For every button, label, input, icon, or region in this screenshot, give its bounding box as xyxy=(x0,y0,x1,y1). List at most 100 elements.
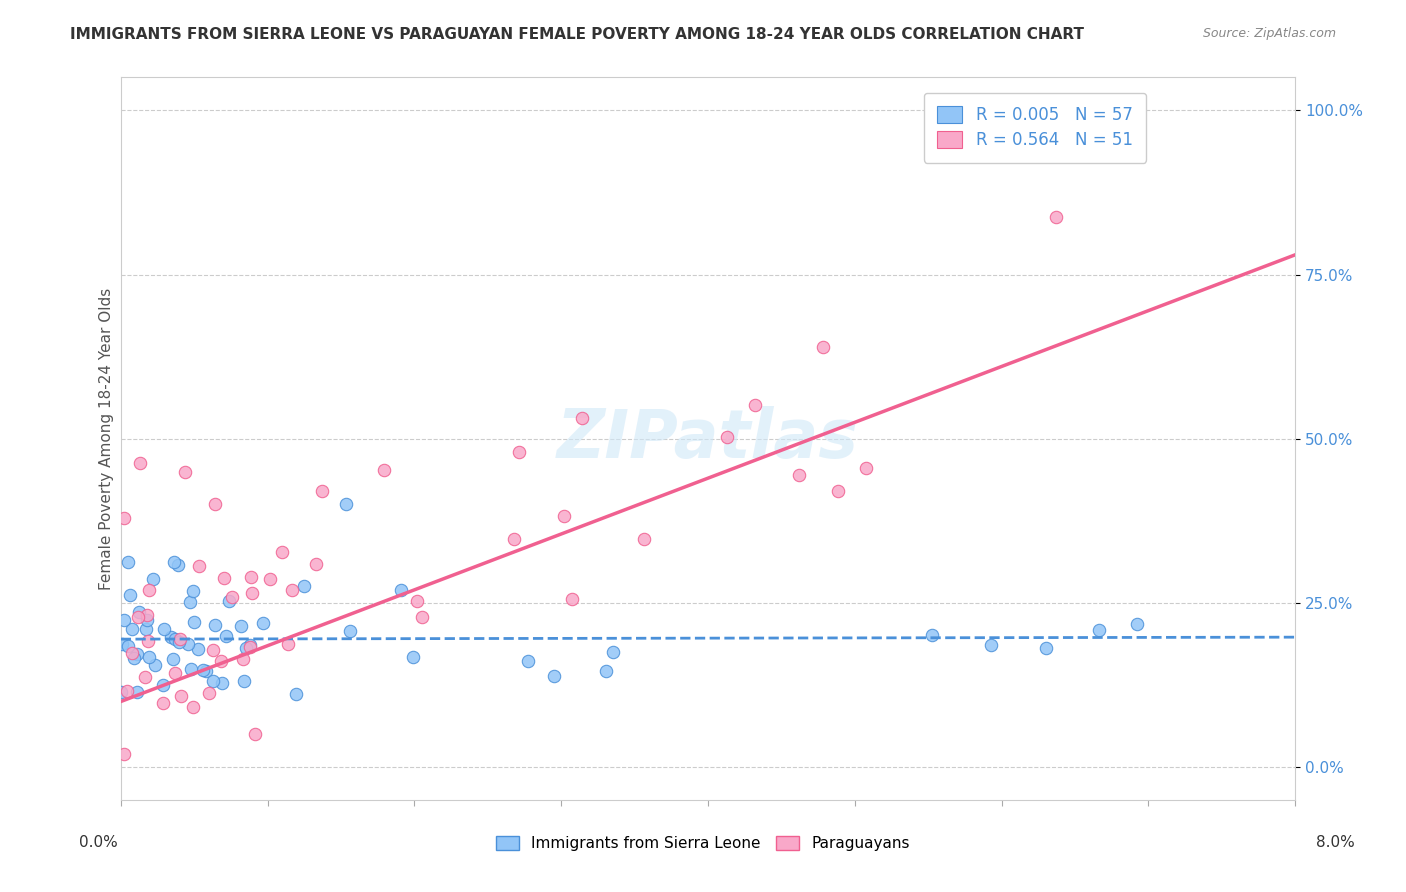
Point xyxy=(602,645,624,659)
Point xyxy=(112,747,135,761)
Point xyxy=(508,445,530,459)
Point xyxy=(229,619,252,633)
Point xyxy=(138,582,160,597)
Point xyxy=(561,591,583,606)
Point xyxy=(633,532,655,546)
Point xyxy=(277,637,299,651)
Point xyxy=(1035,641,1057,656)
Point xyxy=(183,615,205,629)
Point xyxy=(112,510,135,524)
Point xyxy=(117,639,139,653)
Point xyxy=(170,690,193,704)
Point xyxy=(121,622,143,636)
Point xyxy=(716,430,738,444)
Text: 0.0%: 0.0% xyxy=(79,836,118,850)
Point xyxy=(111,637,134,651)
Point xyxy=(389,582,412,597)
Point xyxy=(136,613,159,627)
Point xyxy=(152,678,174,692)
Point xyxy=(135,608,157,623)
Point xyxy=(744,398,766,412)
Point xyxy=(1064,103,1087,118)
Point xyxy=(165,666,187,681)
Point xyxy=(232,652,254,666)
Point xyxy=(117,555,139,569)
Point xyxy=(180,661,202,675)
Point xyxy=(311,484,333,499)
Point xyxy=(201,673,224,688)
Point xyxy=(191,664,214,678)
Point xyxy=(183,699,205,714)
Point xyxy=(115,684,138,698)
Point xyxy=(162,652,184,666)
Point xyxy=(136,634,159,648)
Point xyxy=(305,557,328,571)
Text: ZIPatlas: ZIPatlas xyxy=(557,406,859,472)
Point xyxy=(292,579,315,593)
Point xyxy=(571,410,593,425)
Point xyxy=(167,558,190,572)
Point xyxy=(187,559,209,574)
Point xyxy=(405,594,427,608)
Legend: Immigrants from Sierra Leone, Paraguayans: Immigrants from Sierra Leone, Paraguayan… xyxy=(491,830,915,857)
Text: Source: ZipAtlas.com: Source: ZipAtlas.com xyxy=(1202,27,1336,40)
Point xyxy=(543,669,565,683)
Point xyxy=(339,624,361,638)
Point xyxy=(239,640,262,655)
Point xyxy=(125,684,148,698)
Point xyxy=(127,610,149,624)
Point xyxy=(204,618,226,632)
Point xyxy=(402,649,425,664)
Point xyxy=(270,544,292,558)
Point xyxy=(134,670,156,684)
Point xyxy=(202,643,225,657)
Point xyxy=(110,685,132,699)
Point xyxy=(827,484,849,499)
Point xyxy=(335,498,357,512)
Point xyxy=(373,463,395,477)
Point xyxy=(197,685,219,699)
Point xyxy=(142,572,165,586)
Point xyxy=(553,508,575,523)
Point xyxy=(252,615,274,630)
Point xyxy=(285,687,308,701)
Point xyxy=(152,696,174,710)
Point xyxy=(980,638,1002,652)
Point xyxy=(211,675,233,690)
Point xyxy=(177,637,200,651)
Point xyxy=(240,586,263,600)
Point xyxy=(235,641,257,656)
Point xyxy=(160,630,183,644)
Y-axis label: Female Poverty Among 18-24 Year Olds: Female Poverty Among 18-24 Year Olds xyxy=(100,287,114,590)
Text: 8.0%: 8.0% xyxy=(1316,836,1355,850)
Point xyxy=(921,628,943,642)
Point xyxy=(143,658,166,673)
Point xyxy=(125,647,148,661)
Point xyxy=(1088,624,1111,638)
Point xyxy=(1045,210,1067,224)
Point xyxy=(138,650,160,665)
Point xyxy=(281,583,304,598)
Point xyxy=(232,673,254,688)
Point xyxy=(174,465,197,479)
Point xyxy=(245,727,267,741)
Point xyxy=(239,570,262,584)
Point xyxy=(502,533,524,547)
Point xyxy=(187,642,209,657)
Point xyxy=(135,623,157,637)
Point xyxy=(218,594,240,608)
Point xyxy=(181,584,204,599)
Point xyxy=(811,340,834,354)
Point xyxy=(595,664,617,678)
Point xyxy=(121,646,143,660)
Point xyxy=(204,498,226,512)
Point xyxy=(259,573,281,587)
Legend: R = 0.005   N = 57, R = 0.564   N = 51: R = 0.005 N = 57, R = 0.564 N = 51 xyxy=(924,93,1146,162)
Point xyxy=(128,605,150,619)
Point xyxy=(112,613,135,627)
Point xyxy=(163,632,186,647)
Point xyxy=(167,635,190,649)
Point xyxy=(194,664,217,678)
Point xyxy=(221,590,243,604)
Point xyxy=(789,468,811,483)
